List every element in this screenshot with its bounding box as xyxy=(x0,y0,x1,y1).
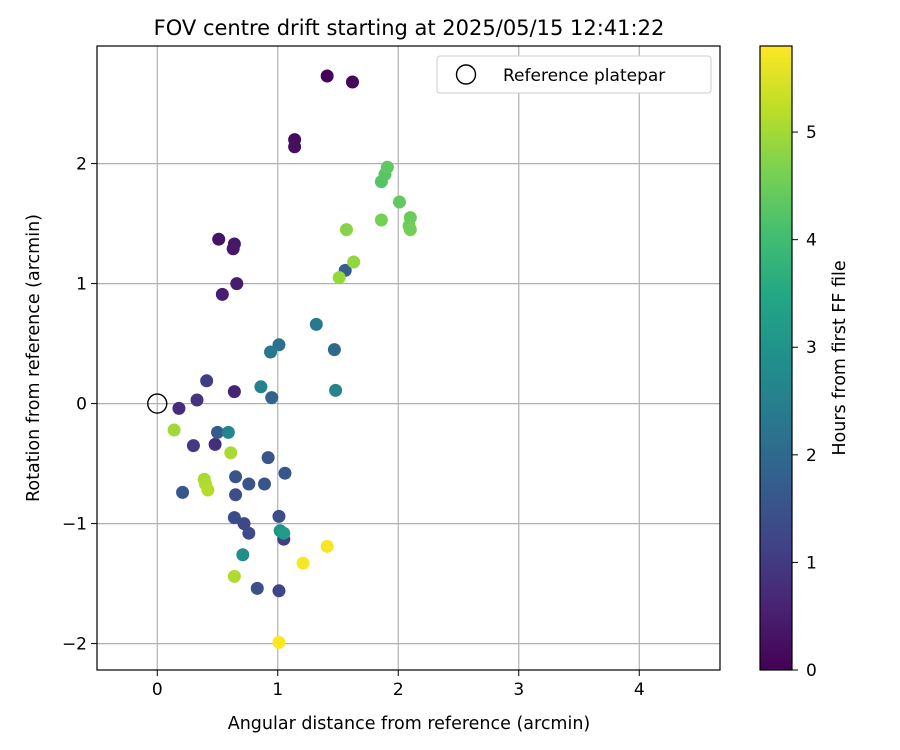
data-point xyxy=(264,345,278,359)
data-point xyxy=(229,470,243,484)
legend: Reference platepar xyxy=(436,55,712,94)
colorbar-label: Hours from first FF file xyxy=(830,260,850,455)
data-point xyxy=(261,451,275,465)
data-point xyxy=(227,511,241,525)
colorbar-tick-label: 1 xyxy=(806,553,817,573)
x-tick-label: 0 xyxy=(152,680,163,700)
data-point xyxy=(277,526,291,540)
data-point xyxy=(288,140,302,154)
colorbar-tick-label: 2 xyxy=(806,446,817,466)
data-point xyxy=(327,343,341,357)
data-point xyxy=(374,213,388,227)
colorbar-tick-label: 5 xyxy=(806,123,817,143)
data-point xyxy=(332,271,346,285)
data-point xyxy=(190,393,204,407)
x-tick-label: 2 xyxy=(393,680,404,700)
data-point xyxy=(226,242,240,256)
data-point xyxy=(229,488,243,502)
data-point xyxy=(403,223,417,237)
data-point xyxy=(236,548,250,562)
data-point xyxy=(309,317,323,331)
data-point xyxy=(250,581,264,595)
colorbar-tick-label: 4 xyxy=(806,231,817,251)
data-point xyxy=(242,526,256,540)
data-point xyxy=(242,477,256,491)
x-tick-label: 4 xyxy=(634,680,645,700)
y-tick-label: −2 xyxy=(62,635,87,655)
data-point xyxy=(237,517,251,531)
data-point xyxy=(272,584,286,598)
y-tick-label: 2 xyxy=(76,155,87,175)
data-point xyxy=(272,509,286,523)
data-point xyxy=(201,483,215,497)
data-point xyxy=(167,423,181,437)
y-axis-label: Rotation from reference (arcmin) xyxy=(24,214,44,502)
legend-marker-open-circle xyxy=(455,64,477,85)
colorbar-gradient xyxy=(760,46,792,670)
colorbar-tick-label: 3 xyxy=(806,338,817,358)
data-point xyxy=(172,401,186,415)
legend-label: Reference platepar xyxy=(503,66,665,86)
chart-title: FOV centre drift starting at 2025/05/15 … xyxy=(154,16,665,40)
y-tick-label: 1 xyxy=(76,275,87,295)
data-point xyxy=(176,485,190,499)
data-point xyxy=(257,477,271,491)
y-tick-label: −1 xyxy=(62,515,87,535)
x-axis-label: Angular distance from reference (arcmin) xyxy=(228,714,591,734)
x-tick-label: 1 xyxy=(272,680,283,700)
colorbar-tick-label: 0 xyxy=(806,661,817,681)
data-point xyxy=(329,383,343,397)
colorbar: 0 1 2 3 4 5 Hours from first FF file xyxy=(759,45,850,681)
colorbar-ticks: 0 1 2 3 4 5 xyxy=(792,123,817,681)
data-points xyxy=(167,69,417,649)
data-point xyxy=(265,391,279,405)
data-point xyxy=(254,380,268,394)
data-point xyxy=(345,75,359,89)
data-point xyxy=(339,223,353,237)
plot-background xyxy=(97,46,720,670)
data-point xyxy=(320,539,334,553)
data-point xyxy=(211,425,225,439)
data-point xyxy=(230,277,244,291)
y-tick-label: 0 xyxy=(76,395,87,415)
data-point xyxy=(227,385,241,399)
data-point xyxy=(224,446,238,460)
data-point xyxy=(186,439,200,453)
y-axis-ticks: −2 −1 0 1 2 xyxy=(62,155,97,655)
colorbar-frame xyxy=(759,45,793,671)
data-point xyxy=(272,338,286,352)
data-point xyxy=(227,569,241,583)
x-axis-ticks: 0 1 2 3 4 xyxy=(152,670,645,700)
x-tick-label: 3 xyxy=(513,680,524,700)
data-point xyxy=(215,287,229,301)
data-point xyxy=(272,635,286,649)
legend-box xyxy=(436,55,712,94)
plot-frame xyxy=(96,45,721,671)
data-point xyxy=(212,232,226,246)
data-point xyxy=(392,195,406,209)
data-point xyxy=(200,374,214,388)
data-point xyxy=(296,556,310,570)
plot-area: 0 1 2 3 4 −2 −1 0 1 2 xyxy=(62,45,721,700)
data-point xyxy=(320,69,334,83)
reference-platepar-marker xyxy=(147,393,168,414)
data-point xyxy=(347,255,361,269)
data-point xyxy=(208,437,222,451)
data-point xyxy=(380,160,394,174)
grid-lines xyxy=(97,46,720,670)
data-point xyxy=(278,466,292,480)
data-point xyxy=(221,425,235,439)
